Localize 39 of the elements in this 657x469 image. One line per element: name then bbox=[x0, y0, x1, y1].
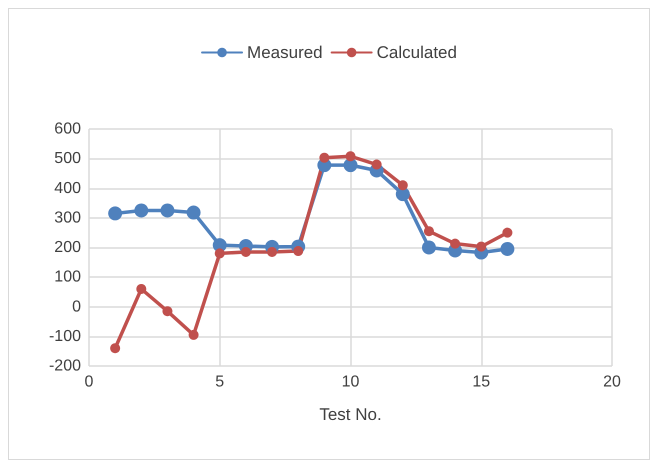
point bbox=[319, 152, 330, 163]
y-tick-label: 400 bbox=[54, 180, 82, 197]
legend-label: Calculated bbox=[376, 43, 457, 62]
point bbox=[162, 306, 172, 316]
y-tick-label: -200 bbox=[48, 358, 82, 374]
point bbox=[214, 248, 225, 258]
y-tick-label: 200 bbox=[54, 239, 82, 256]
legend-label: Measured bbox=[247, 43, 323, 62]
point bbox=[398, 180, 408, 190]
point bbox=[240, 246, 251, 257]
point bbox=[476, 242, 486, 252]
x-tick-label: 10 bbox=[342, 374, 360, 390]
y-tick-label: 0 bbox=[72, 298, 82, 316]
y-tick-label: -100 bbox=[48, 328, 82, 345]
point bbox=[293, 246, 304, 256]
point bbox=[110, 343, 120, 354]
point bbox=[500, 242, 514, 256]
x-tick-label: 20 bbox=[603, 374, 621, 390]
y-tick-label: 600 bbox=[54, 120, 82, 138]
point bbox=[108, 206, 122, 220]
y-tick-label: 500 bbox=[54, 150, 82, 168]
y-tick-label: 300 bbox=[54, 209, 82, 226]
x-axis-title: Test No. bbox=[319, 405, 382, 424]
point bbox=[160, 203, 174, 218]
x-tick-label: 15 bbox=[472, 374, 490, 390]
point bbox=[346, 151, 356, 162]
x-tick-label: 5 bbox=[215, 374, 224, 390]
y-tick-label: 100 bbox=[54, 268, 82, 286]
point bbox=[502, 228, 512, 238]
point bbox=[188, 330, 199, 340]
point bbox=[267, 246, 278, 257]
point bbox=[450, 238, 460, 249]
point bbox=[134, 203, 148, 218]
point bbox=[136, 284, 146, 294]
point bbox=[372, 160, 382, 170]
x-tick-label: 0 bbox=[84, 374, 94, 390]
point bbox=[424, 226, 434, 236]
point bbox=[186, 206, 201, 220]
point bbox=[422, 240, 436, 254]
